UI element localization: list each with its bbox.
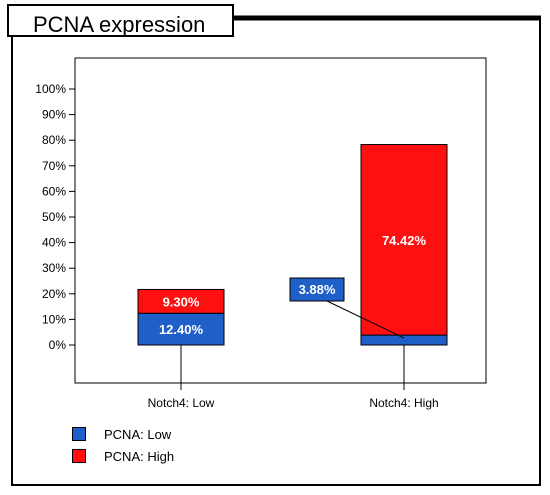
y-tick-label: 100% — [35, 82, 66, 96]
chart-title-tab: PCNA expression — [7, 4, 234, 37]
data-label-high: 9.30% — [163, 294, 200, 309]
x-tick-label: Notch4: Low — [148, 396, 215, 410]
outer-frame — [11, 17, 541, 486]
legend: PCNA: Low PCNA: High — [72, 426, 174, 470]
y-tick-label: 40% — [42, 236, 66, 250]
x-tick-label: Notch4: High — [369, 396, 438, 410]
callout-box — [289, 277, 345, 302]
legend-swatch-high — [72, 449, 86, 463]
bar-pcna-high — [137, 288, 225, 314]
legend-label-low: PCNA: Low — [104, 426, 172, 442]
y-tick-label: 70% — [42, 159, 66, 173]
bar-pcna-high — [360, 144, 448, 336]
legend-item-low: PCNA: Low — [72, 426, 174, 442]
y-tick-label: 60% — [42, 184, 66, 198]
legend-swatch-low — [72, 427, 86, 441]
data-label-low: 12.40% — [159, 322, 204, 337]
y-tick-label: 50% — [42, 210, 66, 224]
chart-title: PCNA expression — [33, 12, 206, 37]
legend-label-high: PCNA: High — [104, 448, 175, 464]
y-tick-label: 10% — [42, 312, 66, 326]
callout-leader — [326, 300, 405, 339]
plot-area — [74, 57, 487, 384]
y-tick-label: 30% — [42, 261, 66, 275]
y-tick-label: 80% — [42, 133, 66, 147]
y-tick-label: 20% — [42, 287, 66, 301]
bar-pcna-low — [360, 334, 448, 346]
y-tick-label: 90% — [42, 108, 66, 122]
data-label-high: 74.42% — [382, 233, 427, 248]
y-tick-label: 0% — [49, 338, 67, 352]
data-label-low: 3.88% — [299, 282, 336, 297]
legend-item-high: PCNA: High — [72, 448, 174, 464]
